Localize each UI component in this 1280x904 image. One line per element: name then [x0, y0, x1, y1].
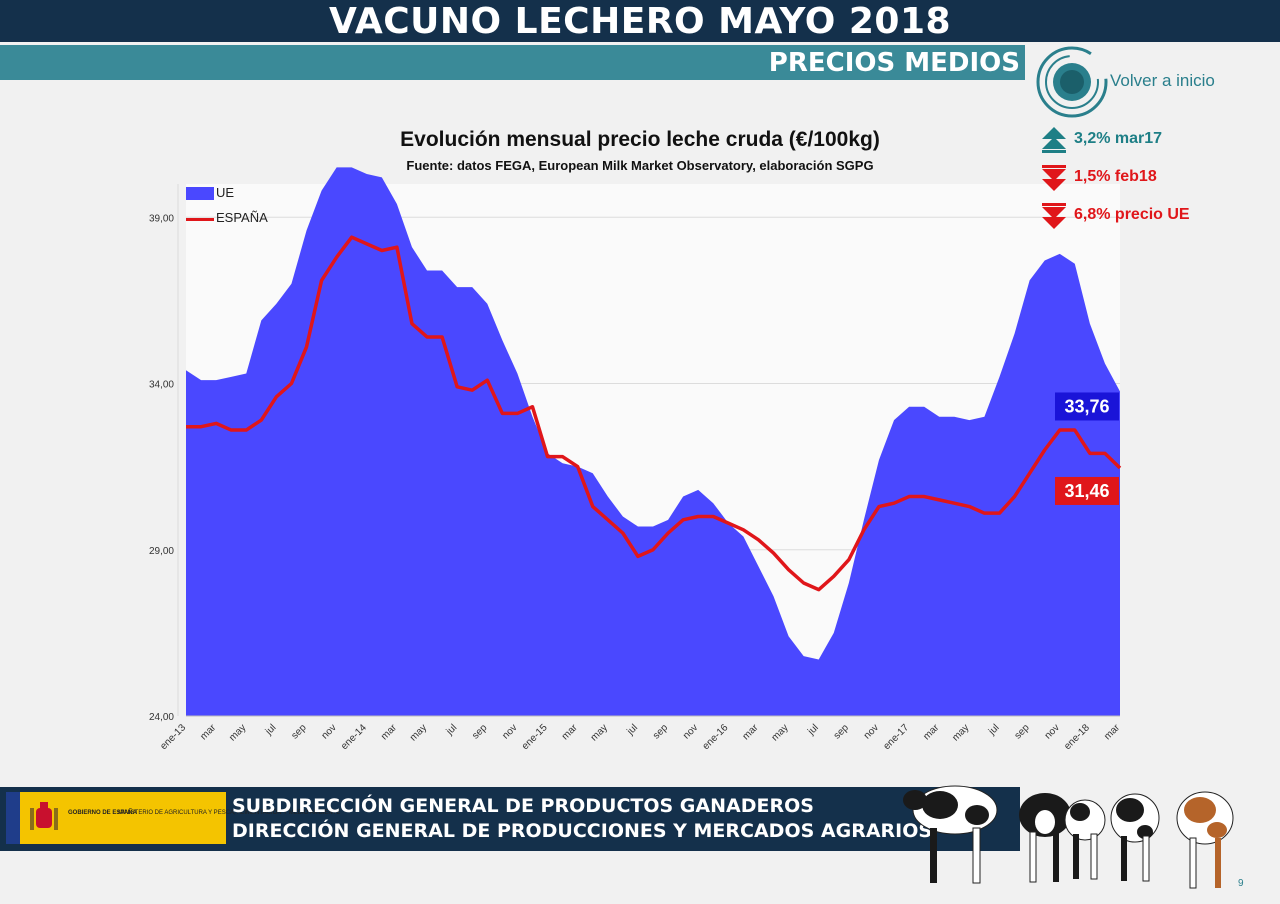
x-tick-label: mar [560, 722, 580, 742]
x-tick-label: may [408, 722, 429, 743]
x-tick-label: jul [624, 722, 640, 738]
x-tick-label: ene-13 [158, 722, 188, 752]
x-tick-label: nov [1043, 722, 1062, 741]
header-bar [0, 0, 1280, 42]
footer-line-2: DIRECCIÓN GENERAL DE PRODUCCIONES Y MERC… [232, 820, 933, 842]
page-subtitle: PRECIOS MEDIOS [768, 48, 1020, 78]
legend-swatch-ue [186, 187, 214, 200]
footer-line-1: SUBDIRECCIÓN GENERAL DE PRODUCTOS GANADE… [232, 795, 814, 817]
eu-flag-icon [6, 792, 20, 844]
data-label-ue: 33,76 [1064, 396, 1109, 416]
ministry-text: MINISTERIO DE AGRICULTURA Y PESCA, ALIME… [118, 810, 341, 816]
x-tick-label: ene-17 [881, 722, 911, 752]
legend-swatch-espana [186, 218, 214, 221]
home-link[interactable]: Volver a inicio [1032, 42, 1272, 122]
x-tick-label: nov [320, 722, 339, 741]
x-tick-label: mar [379, 722, 399, 742]
y-tick-label: 34,00 [149, 380, 174, 391]
legend-label-ue: UE [216, 185, 235, 200]
stat-label: 1,5% feb18 [1074, 168, 1157, 185]
x-tick-label: jul [444, 722, 460, 738]
cow-icon [1064, 799, 1106, 880]
x-tick-label: ene-14 [339, 722, 369, 752]
x-tick-label: ene-18 [1062, 722, 1092, 752]
x-tick-label: may [227, 722, 248, 743]
x-tick-label: ene-16 [701, 722, 731, 752]
legend-label-espana: ESPAÑA [216, 210, 268, 225]
data-label-box-ue [1055, 392, 1119, 421]
stat-label: 3,2% mar17 [1074, 130, 1163, 147]
chart-subtitle: Fuente: datos FEGA, European Milk Market… [406, 158, 874, 173]
double-arrow-up-icon [1042, 127, 1066, 153]
government-text: GOBIERNO DE ESPAÑA [68, 810, 137, 816]
double-arrow-down-icon [1042, 165, 1066, 191]
x-tick-label: may [770, 722, 791, 743]
cow-icon [1110, 793, 1160, 882]
x-tick-label: jul [263, 722, 279, 738]
x-tick-label: mar [198, 722, 218, 742]
cow-icon [1176, 791, 1234, 889]
x-tick-label: sep [470, 722, 489, 741]
x-tick-label: sep [832, 722, 851, 741]
x-tick-label: nov [500, 722, 519, 741]
series-area-ue [186, 167, 1120, 716]
x-tick-label: sep [289, 722, 308, 741]
cow-icon [1019, 793, 1071, 883]
x-tick-label: mar [741, 722, 761, 742]
page-number: 9 [1238, 878, 1244, 889]
x-tick-label: nov [862, 722, 881, 741]
x-tick-label: may [589, 722, 610, 743]
home-icon [1036, 46, 1108, 118]
page-title: VACUNO LECHERO MAYO 2018 [328, 1, 952, 42]
x-tick-label: sep [651, 722, 670, 741]
stat-label: 6,8% precio UE [1074, 206, 1190, 223]
x-tick-label: jul [986, 722, 1002, 738]
y-tick-label: 29,00 [149, 546, 174, 557]
subheader-bar [0, 45, 1025, 80]
x-tick-label: sep [1013, 722, 1032, 741]
y-tick-label: 39,00 [149, 213, 174, 224]
series-line-espana [186, 235, 1122, 592]
cows-illustration [903, 785, 1234, 889]
x-tick-label: nov [681, 722, 700, 741]
x-tick-label: may [950, 722, 971, 743]
chart-title: Evolución mensual precio leche cruda (€/… [400, 128, 880, 151]
data-label-box-espana [1055, 476, 1119, 505]
x-tick-label: jul [805, 722, 821, 738]
home-link-label: Volver a inicio [1110, 71, 1215, 90]
y-tick-label: 24,00 [149, 712, 174, 723]
x-tick-label: mar [921, 722, 941, 742]
x-tick-label: ene-15 [520, 722, 550, 752]
cow-icon [903, 785, 998, 884]
x-tick-label: mar [1102, 722, 1122, 742]
data-label-espana: 31,46 [1064, 481, 1109, 501]
coat-of-arms-icon [30, 802, 58, 830]
double-arrow-down-icon [1042, 203, 1066, 229]
